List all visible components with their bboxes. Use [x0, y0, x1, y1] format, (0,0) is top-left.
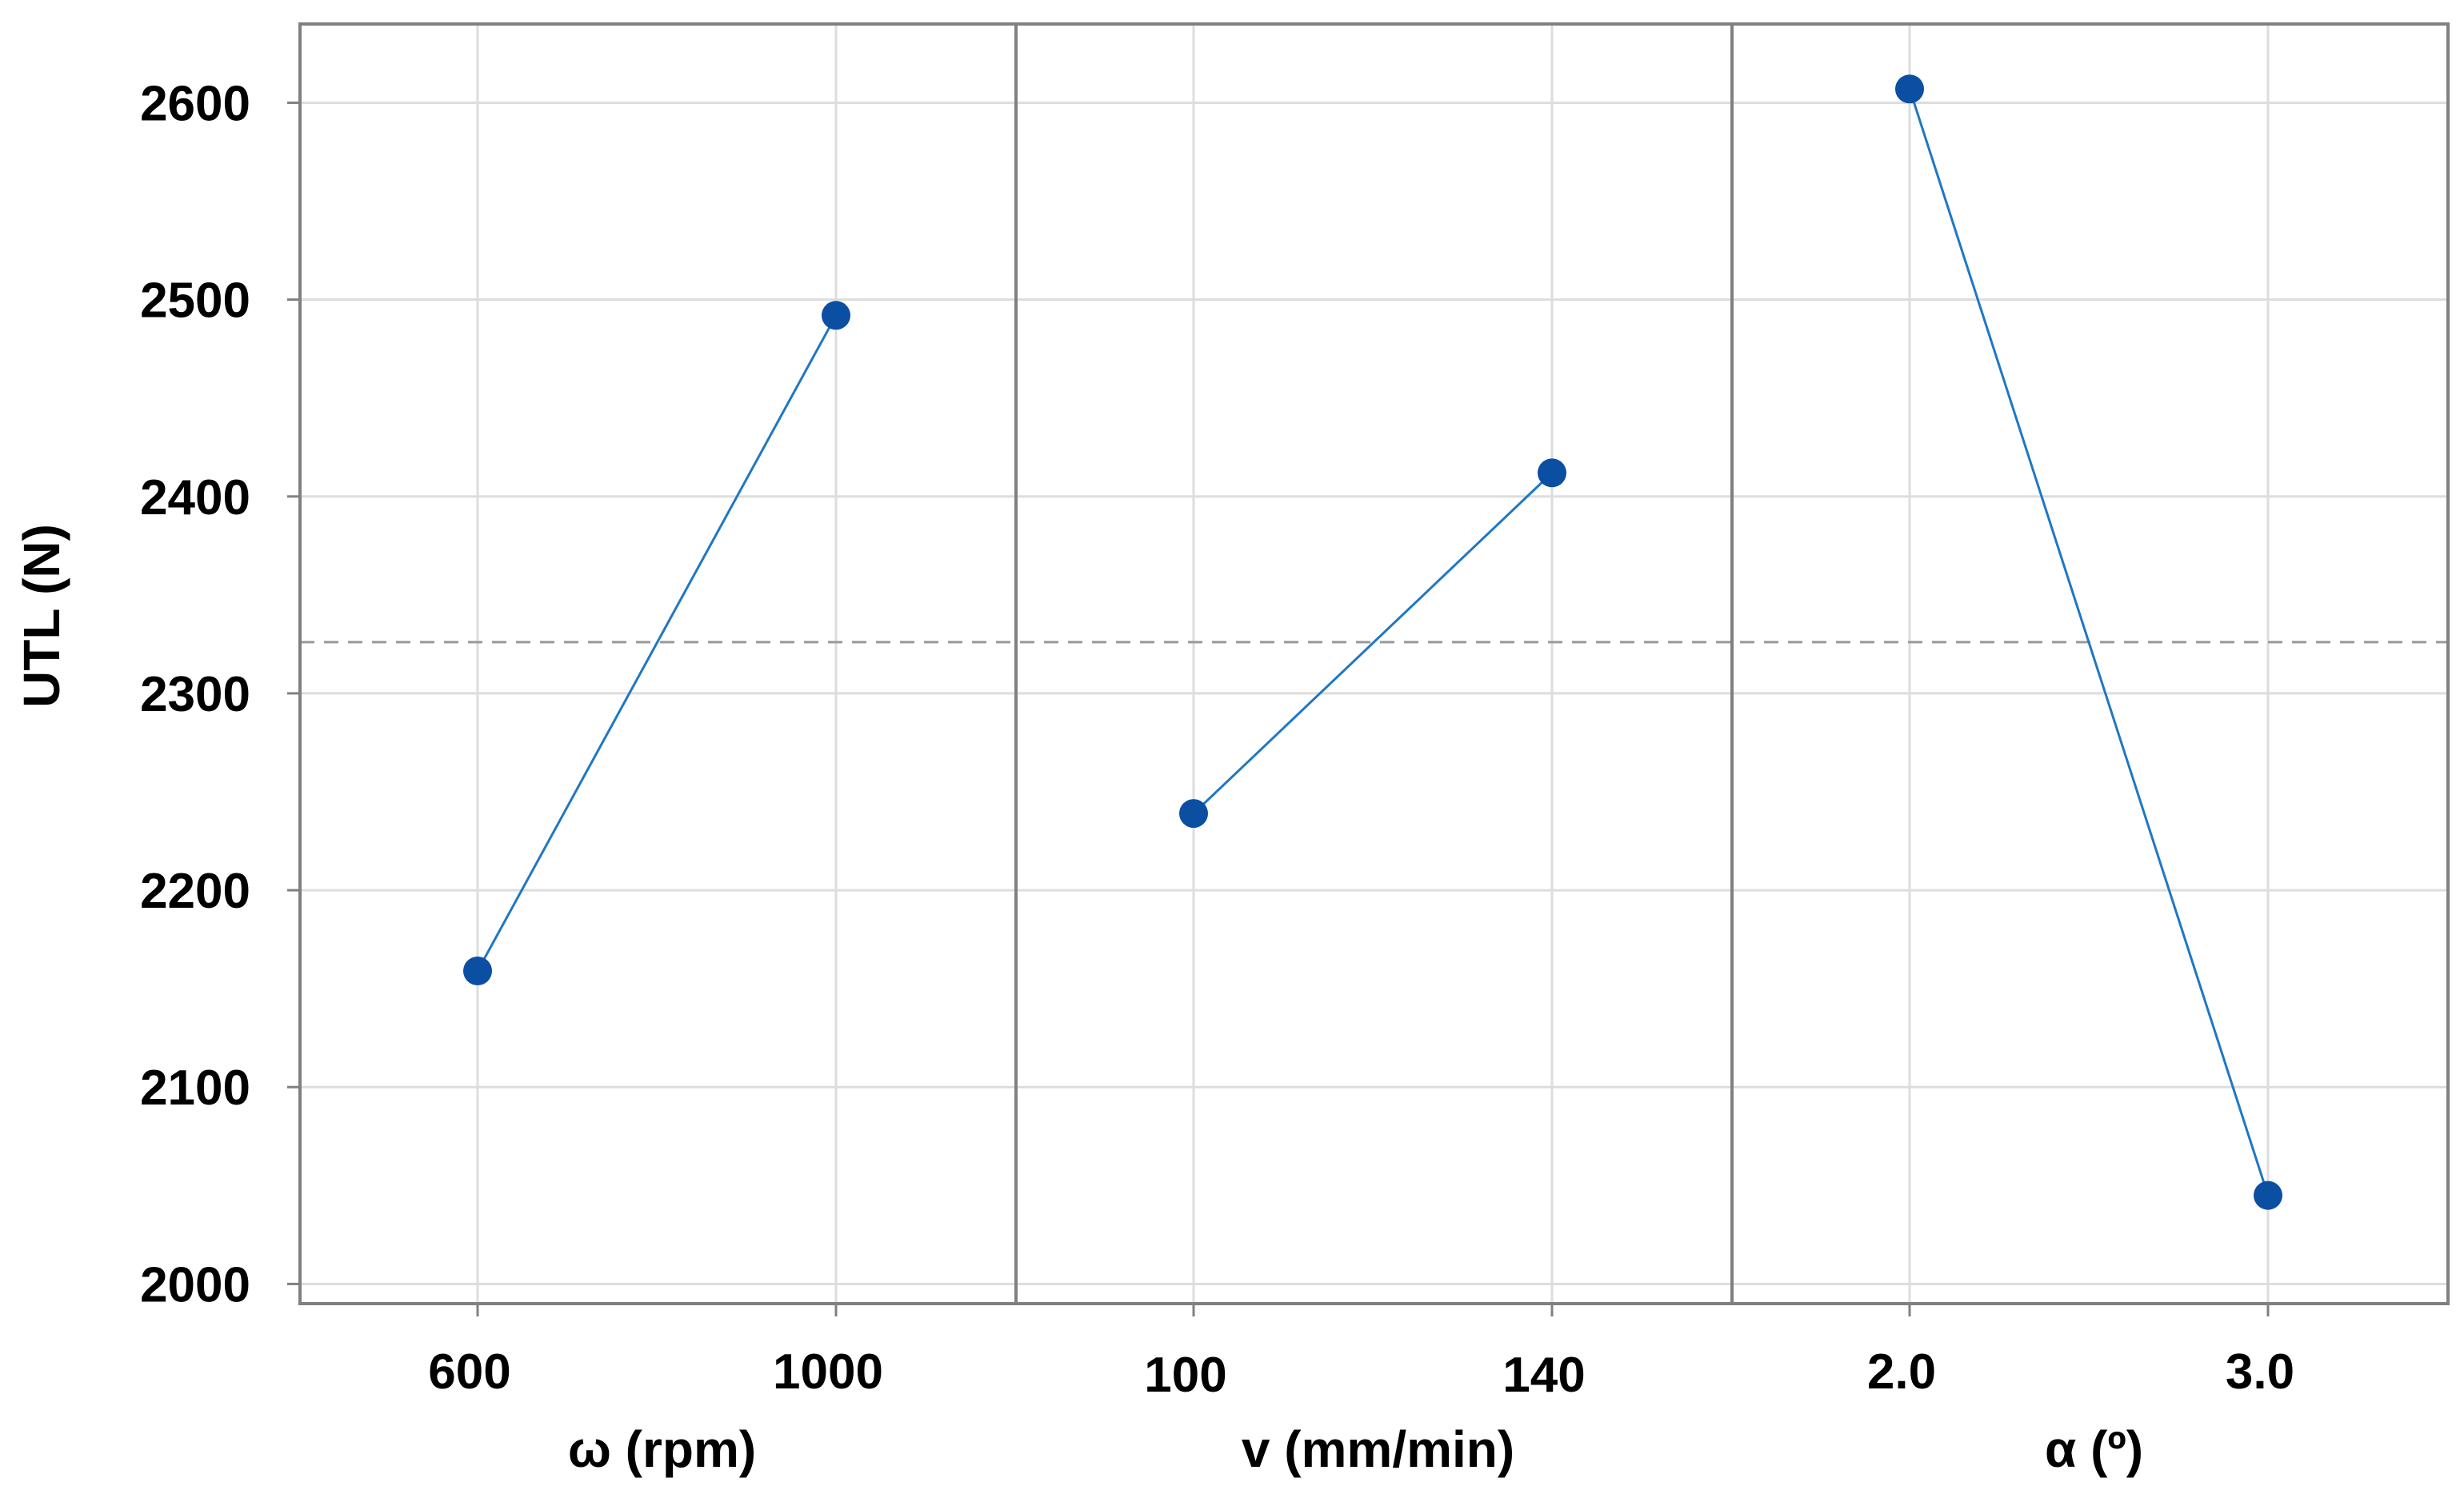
y-tick-label: 2100 — [140, 1061, 250, 1116]
data-point — [463, 957, 492, 985]
series-line-1 — [476, 314, 838, 972]
series-line-2 — [1192, 472, 1554, 815]
y-axis-title: UTL (N) — [13, 524, 70, 708]
data-point — [1895, 74, 1924, 104]
y-tick-label: 2600 — [140, 76, 250, 131]
y-axis-ticks: 2000 2100 2200 2300 2400 2500 2600 — [140, 76, 300, 1312]
y-tick-label: 2400 — [140, 470, 250, 525]
grid-lines — [300, 24, 2448, 1304]
x-tick-label: 1000 — [773, 1344, 883, 1400]
series-group — [463, 74, 2282, 1210]
data-point — [2254, 1180, 2282, 1210]
y-tick-label: 2000 — [140, 1257, 250, 1312]
plot-frame — [298, 22, 2450, 1305]
y-tick-label: 2300 — [140, 667, 250, 722]
data-point — [822, 301, 850, 330]
x-axis-ticks: 600 1000 100 140 2.0 3.0 — [428, 1304, 2294, 1403]
x-tick-label: 3.0 — [2226, 1344, 2294, 1400]
x-axis-title-2: v (mm/min) — [1242, 1420, 1514, 1478]
series-line-3 — [1908, 88, 2270, 1196]
x-tick-label: 600 — [428, 1344, 510, 1400]
x-tick-label: 2.0 — [1867, 1344, 1936, 1400]
data-point — [1179, 799, 1208, 829]
y-tick-label: 2500 — [140, 274, 250, 329]
x-tick-label: 140 — [1502, 1348, 1585, 1403]
x-axis-title-3: α (º) — [2045, 1420, 2143, 1478]
x-axis-titles: ω (rpm) v (mm/min) α (º) — [568, 1420, 2143, 1478]
panel-frames — [298, 22, 2450, 1305]
data-point — [1538, 458, 1566, 488]
x-tick-label: 100 — [1144, 1348, 1226, 1403]
y-tick-label: 2200 — [140, 864, 250, 919]
x-axis-title-1: ω (rpm) — [568, 1420, 756, 1478]
